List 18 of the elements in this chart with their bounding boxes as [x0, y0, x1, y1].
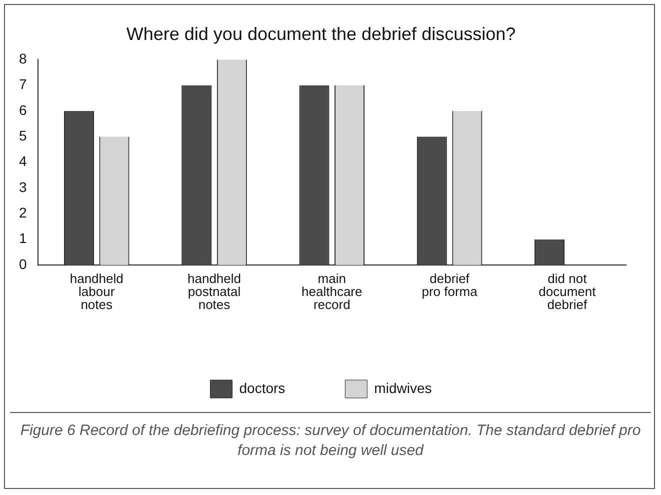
y-tick-label: 2: [18, 204, 27, 221]
caption: Figure 6 Record of the debriefing process: survey of documentation. The standard debrief pro forma is not being well used: [10, 412, 651, 461]
y-tick-label: 5: [18, 127, 27, 144]
x-tick-label: handheld labour notes: [70, 271, 124, 312]
y-tick-label: 1: [18, 230, 27, 246]
y-tick-label: 0: [18, 256, 27, 272]
x-tick-label: main healthcare record: [302, 271, 362, 312]
y-tick-label: 8: [18, 50, 27, 66]
y-tick-label: 3: [18, 178, 27, 195]
x-tick-label: did not document debrief: [538, 271, 596, 312]
legend-label: midwives: [374, 380, 432, 396]
y-tick-label: 6: [18, 102, 27, 118]
y-tick-label: 4: [18, 153, 27, 170]
legend-label: doctors: [239, 380, 286, 396]
y-tick-label: 7: [18, 76, 27, 92]
x-tick-label: handheld postnatal notes: [188, 271, 241, 312]
x-tick-label: debrief pro forma: [422, 271, 478, 300]
chart-title: Where did you document the debrief discussion?: [126, 24, 516, 44]
